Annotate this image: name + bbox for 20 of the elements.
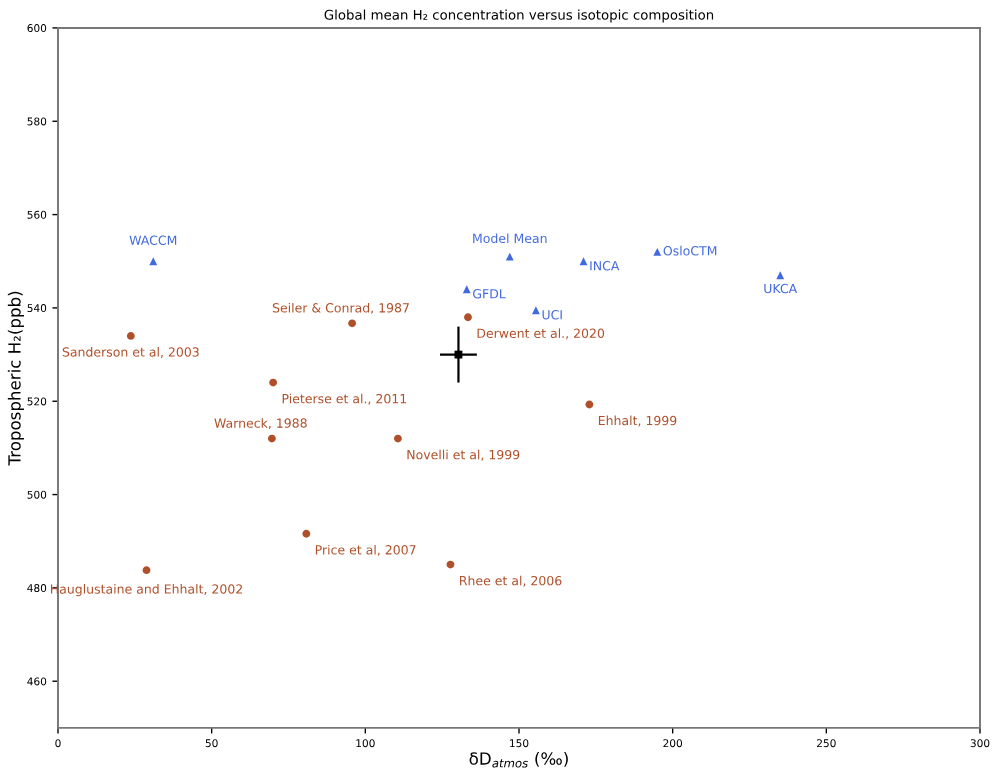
point: [348, 319, 357, 328]
point: [585, 400, 594, 409]
point: [531, 306, 540, 315]
point: [267, 434, 276, 443]
point: [653, 247, 662, 256]
point: [142, 566, 151, 575]
point: [269, 378, 278, 387]
point: [579, 257, 588, 266]
point: [393, 434, 402, 443]
y-axis-title: Tropospheric H₂(ppb): [7, 291, 24, 466]
point: [505, 252, 514, 261]
point: [454, 350, 463, 359]
point: [126, 331, 135, 340]
point: [302, 529, 311, 538]
x-axis-title: δD$_{atmos}$ (‰): [469, 751, 568, 768]
point: [446, 560, 455, 569]
point: [149, 257, 158, 266]
point: [464, 313, 472, 322]
point: [776, 271, 785, 280]
point: [462, 285, 471, 294]
